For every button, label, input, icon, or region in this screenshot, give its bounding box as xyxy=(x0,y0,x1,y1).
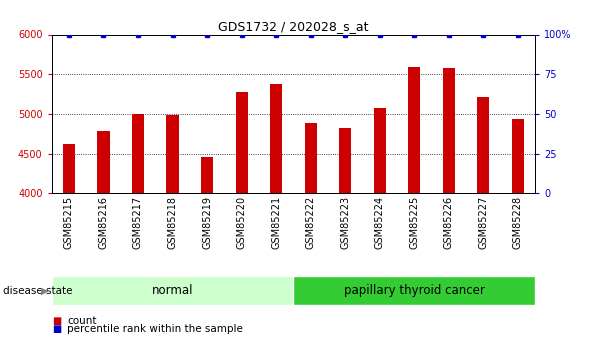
Title: GDS1732 / 202028_s_at: GDS1732 / 202028_s_at xyxy=(218,20,368,33)
Text: ■: ■ xyxy=(52,325,61,334)
Bar xyxy=(63,144,75,193)
Bar xyxy=(443,68,455,193)
FancyBboxPatch shape xyxy=(293,276,535,305)
Bar xyxy=(201,157,213,193)
Bar xyxy=(270,85,282,193)
Bar xyxy=(132,114,144,193)
Bar xyxy=(374,108,385,193)
Text: count: count xyxy=(67,316,97,326)
FancyBboxPatch shape xyxy=(52,276,293,305)
Bar xyxy=(477,97,489,193)
Text: ■: ■ xyxy=(52,316,61,326)
Bar xyxy=(339,128,351,193)
Text: ▶: ▶ xyxy=(41,286,49,296)
Bar xyxy=(305,122,317,193)
Bar xyxy=(235,92,247,193)
Bar xyxy=(408,67,420,193)
Bar xyxy=(167,116,179,193)
Bar xyxy=(512,119,524,193)
Text: papillary thyroid cancer: papillary thyroid cancer xyxy=(344,284,485,297)
Text: normal: normal xyxy=(152,284,193,297)
Text: percentile rank within the sample: percentile rank within the sample xyxy=(67,325,243,334)
Bar xyxy=(97,131,109,193)
Text: disease state: disease state xyxy=(3,286,72,296)
